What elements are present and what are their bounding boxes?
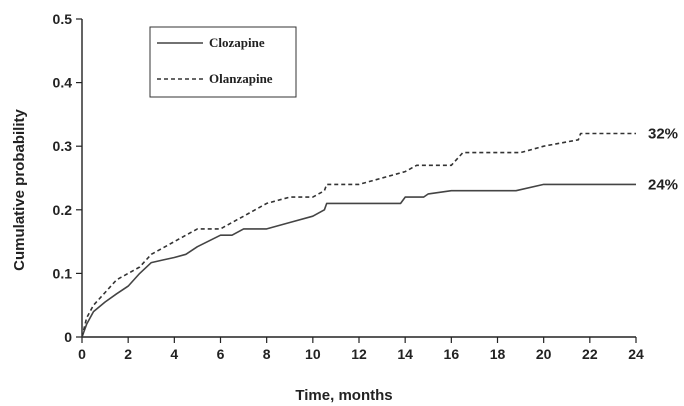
legend-olanzapine-label: Olanzapine [209, 71, 273, 86]
x-tick-label: 10 [305, 346, 321, 362]
y-ticks: 0 0.1 0.2 0.3 0.4 0.5 [53, 11, 82, 345]
x-tick-label: 6 [217, 346, 225, 362]
y-tick-label: 0.2 [53, 202, 73, 218]
series-layer: 24% 32% [81, 125, 678, 338]
x-tick-label: 12 [351, 346, 367, 362]
olanzapine-line [81, 132, 636, 338]
x-tick-label: 20 [536, 346, 552, 362]
y-tick-label: 0.1 [53, 265, 73, 281]
clozapine-line [81, 183, 636, 338]
clozapine-end-label: 24% [648, 176, 678, 193]
x-tick-label: 8 [263, 346, 271, 362]
x-tick-label: 2 [124, 346, 132, 362]
legend-box [149, 26, 297, 98]
y-tick-label: 0.5 [53, 11, 73, 27]
y-tick-label: 0.3 [53, 138, 73, 154]
olanzapine-end-label: 32% [648, 125, 678, 142]
x-tick-label: 18 [490, 346, 506, 362]
y-tick-label: 0.4 [53, 75, 73, 91]
x-ticks: 0 2 4 6 8 10 12 14 16 18 20 22 24 [78, 337, 644, 362]
y-axis-title: Cumulative probability [11, 109, 28, 271]
legend: Clozapine Olanzapine [149, 26, 297, 98]
y-tick-label: 0 [64, 329, 72, 345]
legend-clozapine-label: Clozapine [209, 35, 265, 50]
x-axis-title: Time, months [295, 387, 392, 404]
x-tick-label: 24 [628, 346, 644, 362]
x-tick-label: 22 [582, 346, 598, 362]
x-tick-label: 14 [397, 346, 413, 362]
x-tick-label: 4 [170, 346, 178, 362]
x-tick-label: 0 [78, 346, 86, 362]
x-tick-label: 16 [444, 346, 460, 362]
